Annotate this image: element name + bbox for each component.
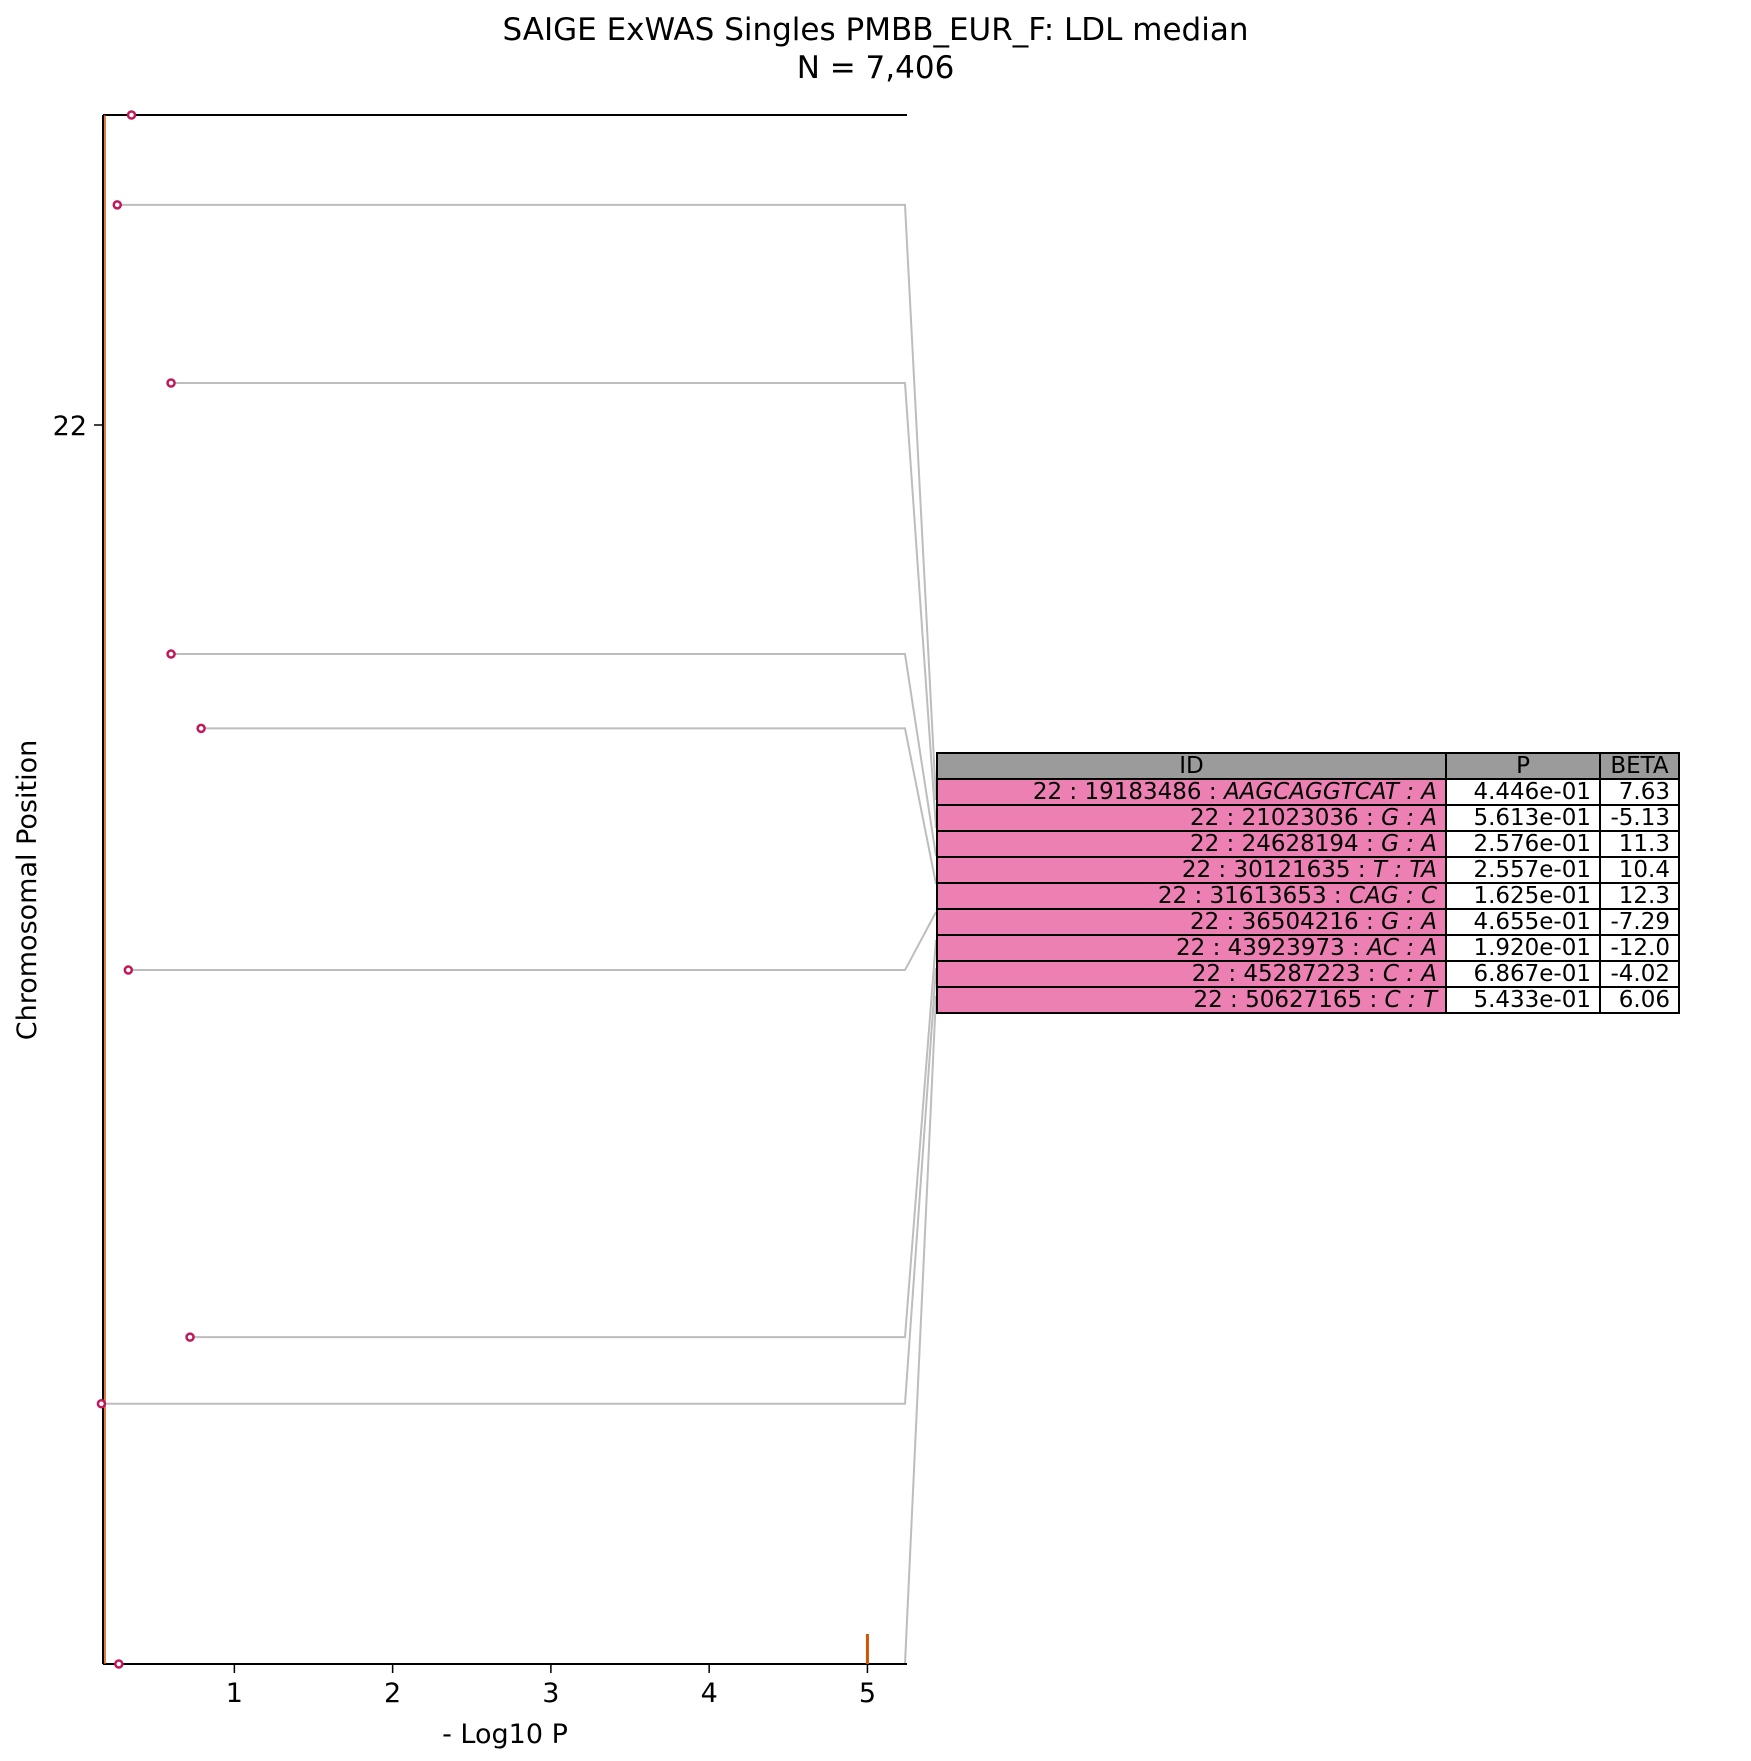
variant-id-cell: 22 : 43923973 : AC : A (936, 934, 1447, 962)
p-value-cell: 1.920e-01 (1445, 934, 1601, 962)
data-point (96, 1399, 107, 1409)
data-point (114, 1659, 124, 1669)
y-axis-label: Chromosomal Position (12, 740, 43, 1040)
header-id: ID (936, 752, 1447, 780)
variant-alleles: G : A (1381, 805, 1437, 831)
variant-id-cell: 22 : 36504216 : G : A (936, 908, 1447, 936)
data-point (166, 649, 176, 659)
table-row: 22 : 24628194 : G : A 2.576e-01 11.3 (936, 830, 1680, 858)
variant-alleles: C : T (1384, 987, 1437, 1013)
variant-alleles: T : TA (1372, 857, 1437, 883)
x-tick-label: 4 (701, 1678, 718, 1709)
leader-line (171, 653, 937, 857)
chart-subtitle: N = 7,406 (796, 50, 955, 86)
variant-id-cell: 22 : 50627165 : C : T (936, 986, 1447, 1014)
table-row: 22 : 36504216 : G : A 4.655e-01 -7.29 (936, 908, 1680, 936)
beta-cell: -7.29 (1599, 908, 1680, 936)
leader-line (118, 995, 937, 1665)
p-value-cell: 5.433e-01 (1445, 986, 1601, 1014)
beta-cell: 6.06 (1599, 986, 1680, 1014)
leader-line (171, 381, 937, 829)
plot-area (103, 115, 907, 1664)
variant-id-cell: 22 : 19183486 : AAGCAGGTCAT : A (936, 778, 1447, 806)
table-row: 22 : 30121635 : T : TA 2.557e-01 10.4 (936, 856, 1680, 884)
variant-id-cell: 22 : 24628194 : G : A (936, 830, 1447, 858)
data-point (185, 1332, 195, 1342)
beta-cell: 10.4 (1599, 856, 1680, 884)
p-value-cell: 6.867e-01 (1445, 960, 1601, 988)
variant-alleles: G : A (1381, 831, 1437, 857)
header-p: P (1445, 752, 1601, 780)
beta-cell: 7.63 (1599, 778, 1680, 806)
leader-line (101, 967, 937, 1405)
p-value-cell: 2.557e-01 (1445, 856, 1601, 884)
table-row: 22 : 50627165 : C : T 5.433e-01 6.06 (936, 986, 1680, 1014)
variant-alleles: G : A (1381, 909, 1437, 935)
x-axis-label: - Log10 P (442, 1719, 568, 1750)
table-header-row: ID P BETA (936, 752, 1680, 780)
variant-position: 22 : 30121635 : (1181, 857, 1373, 883)
variant-alleles: CAG : C (1348, 883, 1437, 909)
data-point (123, 965, 134, 975)
x-tick-label: 1 (226, 1678, 243, 1709)
x-tick-label: 2 (384, 1678, 401, 1709)
variant-position: 22 : 19183486 : (1032, 779, 1224, 805)
p-value-cell: 4.655e-01 (1445, 908, 1601, 936)
variant-id-cell: 22 : 31613653 : CAG : C (936, 882, 1447, 910)
variant-id-cell: 22 : 45287223 : C : A (936, 960, 1447, 988)
variant-position: 22 : 24628194 : (1189, 831, 1382, 857)
beta-cell: -12.0 (1599, 934, 1680, 962)
table-row: 22 : 21023036 : G : A 5.613e-01 -5.13 (936, 804, 1680, 832)
x-tick-label: 5 (859, 1678, 876, 1709)
table-row: 22 : 43923973 : AC : A 1.920e-01 -12.0 (936, 934, 1680, 962)
table-row: 22 : 31613653 : CAG : C 1.625e-01 12.3 (936, 882, 1680, 910)
header-beta: BETA (1599, 752, 1680, 780)
p-value-cell: 1.625e-01 (1445, 882, 1601, 910)
variant-alleles: C : A (1382, 961, 1437, 987)
p-value-cell: 2.576e-01 (1445, 830, 1601, 858)
data-point (112, 200, 122, 210)
beta-cell: -5.13 (1599, 804, 1680, 832)
variant-position: 22 : 50627165 : (1193, 987, 1385, 1013)
variant-position: 22 : 45287223 : (1191, 961, 1383, 987)
leader-lines (101, 203, 937, 1665)
leader-line (190, 939, 937, 1339)
variant-position: 22 : 43923973 : (1176, 935, 1368, 961)
variant-id-cell: 22 : 21023036 : G : A (936, 804, 1447, 832)
variant-position: 22 : 21023036 : (1189, 805, 1382, 831)
variant-alleles: AC : A (1367, 935, 1437, 961)
y-ticks: 22 (53, 411, 103, 442)
data-point (126, 110, 137, 120)
table-row: 22 : 19183486 : AAGCAGGTCAT : A 4.446e-01… (936, 778, 1680, 806)
leader-line (128, 911, 937, 972)
data-points (96, 110, 206, 1669)
data-point (166, 378, 176, 388)
beta-cell: 11.3 (1599, 830, 1680, 858)
table-row: 22 : 45287223 : C : A 6.867e-01 -4.02 (936, 960, 1680, 988)
y-tick-label: 22 (53, 411, 87, 442)
variant-position: 22 : 36504216 : (1189, 909, 1382, 935)
data-point (196, 723, 206, 734)
hits-table: ID P BETA 22 : 19183486 : AAGCAGGTCAT : … (936, 752, 1680, 1014)
variant-id-cell: 22 : 30121635 : T : TA (936, 856, 1447, 884)
p-value-cell: 5.613e-01 (1445, 804, 1601, 832)
x-tick-label: 3 (542, 1678, 559, 1709)
leader-line (117, 203, 937, 801)
leader-line (201, 727, 937, 885)
beta-cell: -4.02 (1599, 960, 1680, 988)
beta-cell: 12.3 (1599, 882, 1680, 910)
p-value-cell: 4.446e-01 (1445, 778, 1601, 806)
variant-alleles: AAGCAGGTCAT : A (1223, 779, 1437, 805)
variant-position: 22 : 31613653 : (1157, 883, 1349, 909)
chart-title: SAIGE ExWAS Singles PMBB_EUR_F: LDL medi… (502, 12, 1249, 48)
x-ticks: 1 2 3 4 5 (226, 1664, 876, 1709)
